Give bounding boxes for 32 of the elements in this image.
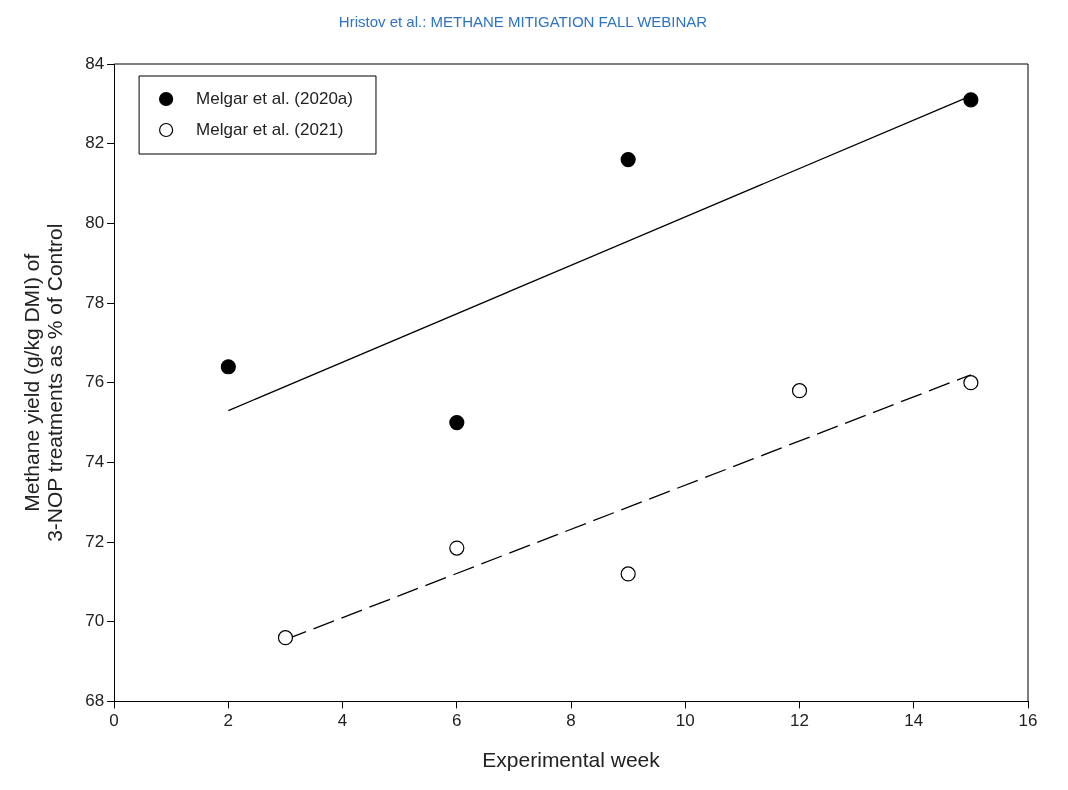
y-tick-label: 80 [85,213,105,233]
point [277,630,294,646]
point [449,540,465,556]
point [963,375,979,391]
x-tick-label: 16 [1018,711,1038,731]
x-tick-label: 6 [452,711,462,731]
x-axis-title: Experimental week [482,748,661,772]
x-tick-label: 2 [223,711,234,731]
point [449,414,465,431]
x-tick-label: 12 [790,711,809,731]
y-tick-label: 70 [85,611,105,631]
chart-title: Hristov et al.: METHANE MITIGATION FALL WEBINAR [338,13,708,31]
point [620,152,636,168]
y-tick-label: 78 [85,292,105,312]
y-tick-label: 76 [85,372,105,392]
point [963,92,979,108]
point [791,383,808,399]
y-tick-label: 68 [85,691,105,711]
y-tick-label: 84 [85,53,105,73]
y-tick-label: 74 [85,452,105,472]
x-tick-label: 8 [566,711,576,731]
point [620,566,636,582]
x-tick-label: 0 [109,711,119,731]
legend-label: Melgar et al. (2021) [196,119,344,139]
x-tick-label: 4 [337,711,348,731]
point [220,359,236,375]
x-tick-label: 14 [904,711,924,731]
legend-label: Melgar et al. (2020a) [196,88,353,108]
y-axis-title: Methane yield (g/kg DMI) of 3-NOP treatments as % of Control [20,223,67,542]
y-tick-label: 82 [85,133,105,153]
x-tick-label: 10 [675,711,695,731]
y-tick-label: 72 [85,531,105,551]
